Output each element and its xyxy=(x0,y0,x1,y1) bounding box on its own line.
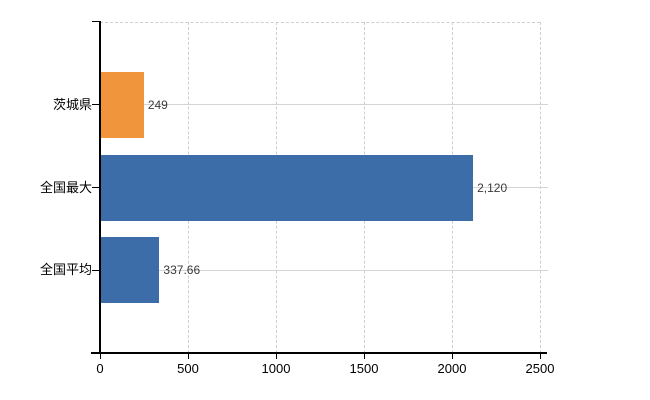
x-axis-tick xyxy=(99,353,101,359)
x-axis-tick xyxy=(275,353,277,359)
y-axis-tick xyxy=(92,269,99,271)
x-axis-tick xyxy=(363,353,365,359)
x-axis-tick-label: 1000 xyxy=(261,361,291,376)
bar-value-label: 337.66 xyxy=(163,263,201,278)
y-axis-tick xyxy=(92,187,99,188)
x-axis-tick-label: 0 xyxy=(96,361,104,376)
bar xyxy=(100,71,144,138)
x-axis-tick-label: 500 xyxy=(177,361,199,376)
y-axis-line xyxy=(99,21,101,353)
bar xyxy=(100,154,474,221)
x-axis-tick-label: 1500 xyxy=(349,361,379,376)
category-label: 全国平均 xyxy=(39,262,92,278)
x-axis-tick xyxy=(451,353,453,359)
x-axis-tick xyxy=(187,353,189,359)
gridline-horizontal xyxy=(100,269,548,271)
category-label: 全国最大 xyxy=(39,179,92,195)
plot-top-border xyxy=(100,22,540,23)
x-axis-tick-label: 2000 xyxy=(437,361,467,376)
bar xyxy=(100,237,160,304)
x-axis-line xyxy=(91,352,547,354)
bar-value-label: 2,120 xyxy=(477,180,508,195)
y-axis-tick xyxy=(92,104,99,106)
bar-value-label: 249 xyxy=(147,97,168,112)
category-label: 茨城県 xyxy=(52,96,92,112)
x-axis-tick xyxy=(539,353,541,359)
y-axis-tick xyxy=(92,21,99,22)
gridline-horizontal xyxy=(100,104,548,106)
x-axis-tick-label: 2500 xyxy=(525,361,555,376)
